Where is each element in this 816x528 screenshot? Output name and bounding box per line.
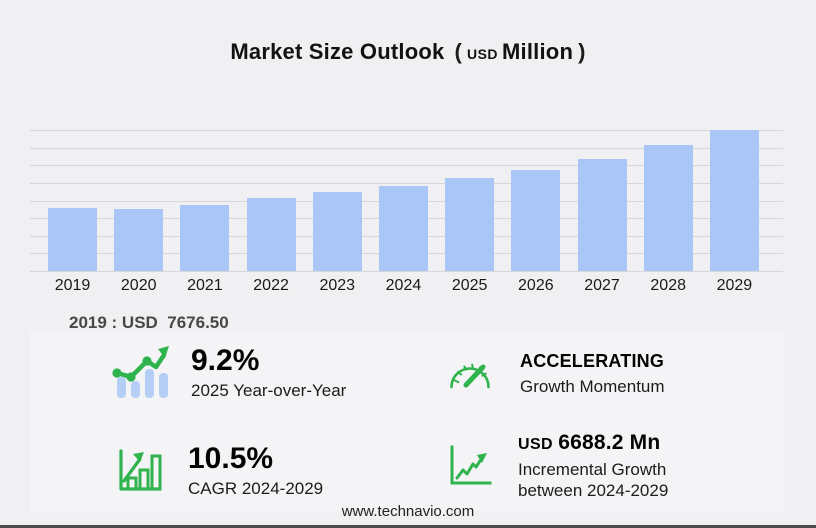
momentum-value: ACCELERATING — [520, 351, 665, 371]
title-unit: Million — [502, 39, 574, 64]
bar-2028 — [643, 145, 693, 271]
incremental-label-line2: between 2024-2029 — [518, 481, 669, 501]
bar-2027 — [577, 158, 627, 271]
cagr-value: 10.5% — [188, 442, 274, 475]
momentum-label: Growth Momentum — [520, 376, 665, 396]
bar-2022 — [246, 198, 296, 271]
incremental-value: USD 6688.2 Mn — [518, 430, 668, 455]
x-axis-baseline — [30, 271, 783, 272]
market-size-bar-chart: 2019 2020 2021 2022 2023 2024 2025 2026 2027 2028… — [30, 120, 783, 294]
bar-2024 — [378, 185, 428, 271]
x-axis-label-2019: 2019 — [54, 277, 91, 294]
bar-chart-trend-icon — [110, 344, 173, 402]
bar-2021 — [180, 204, 230, 271]
yoy-value: 9.2% — [191, 344, 260, 378]
page-title: Market Size Outlook (USD Million) — [0, 39, 816, 65]
gridline — [30, 130, 783, 131]
title-currency: USD — [466, 46, 499, 62]
bar-2019 — [48, 207, 97, 271]
trend-axes-icon — [446, 445, 492, 487]
growth-chart-icon — [114, 448, 164, 494]
x-axis-label-2020: 2020 — [120, 277, 157, 294]
incremental-value-prefix: USD — [518, 436, 553, 453]
gridline — [30, 147, 783, 149]
x-axis-label-2021: 2021 — [187, 277, 223, 294]
x-axis-label-2026: 2026 — [518, 277, 554, 294]
x-axis-label-2024: 2024 — [385, 277, 422, 294]
title-main: Market Size Outlook — [230, 39, 445, 64]
x-axis-label-2023: 2023 — [319, 277, 356, 294]
base-year-annotation: 2019 : USD 7676.50 — [69, 313, 229, 332]
incremental-value-main: 6688.2 Mn — [558, 431, 661, 454]
bar-2029 — [709, 130, 759, 271]
stat-cagr: 10.5% CAGR 2024-2029 — [114, 443, 323, 499]
stat-growth-momentum: ACCELERATING Growth Momentum — [446, 351, 665, 397]
x-axis-label-2022: 2022 — [253, 277, 289, 294]
x-axis-label-2027: 2027 — [584, 277, 620, 294]
footer: www.technavio.com — [0, 503, 816, 520]
plot-area — [30, 130, 783, 272]
x-axis-label-2028: 2028 — [650, 277, 686, 294]
cagr-label: CAGR 2024-2029 — [188, 478, 324, 498]
x-axis-label-2025: 2025 — [451, 277, 488, 294]
bar-2026 — [511, 169, 561, 271]
stat-incremental-growth: USD 6688.2 Mn Incremental Growth between… — [446, 430, 668, 502]
title-paren-close: ) — [578, 39, 586, 64]
incremental-label-line1: Incremental Growth — [518, 460, 667, 480]
bar-2020 — [114, 209, 164, 271]
speedometer-icon — [446, 355, 494, 393]
stats-panel — [30, 331, 784, 511]
bar-2025 — [445, 177, 495, 271]
website-url: www.technavio.com — [341, 503, 475, 520]
bottom-border — [0, 525, 816, 528]
bar-2023 — [312, 191, 362, 271]
stat-yoy-growth: 9.2% 2025 Year-over-Year — [110, 344, 346, 402]
bars — [48, 130, 759, 271]
gridline — [30, 182, 783, 184]
gridline — [30, 165, 783, 167]
yoy-label: 2025 Year-over-Year — [191, 380, 347, 400]
x-axis-labels: 2019 2020 2021 2022 2023 2024 2025 2026 2027 2028… — [48, 277, 759, 295]
title-paren-open: ( — [454, 39, 462, 64]
x-axis-label-2029: 2029 — [716, 277, 753, 294]
